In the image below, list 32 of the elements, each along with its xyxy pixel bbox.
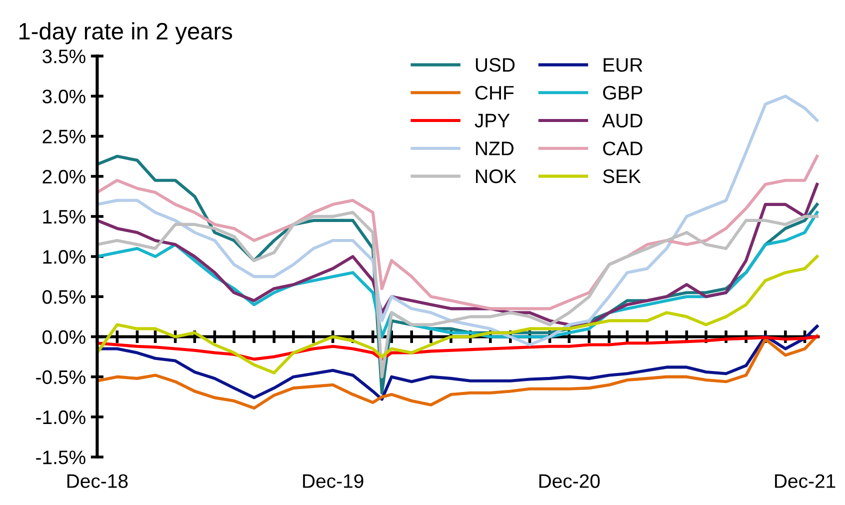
- line-series: [97, 210, 819, 378]
- line-series: [97, 154, 819, 310]
- y-tick-label: 0.0%: [42, 330, 86, 344]
- legend-label: JPY: [474, 114, 510, 128]
- legend-label: NOK: [476, 169, 516, 184]
- line-series: [97, 334, 819, 410]
- legend-label: EUR: [604, 58, 642, 72]
- y-tick-label: 2.5%: [42, 130, 86, 144]
- y-tick-label: 0.5%: [42, 290, 86, 304]
- line-series: [97, 324, 819, 401]
- line-series: [97, 335, 819, 361]
- y-tick-label: -1.0%: [36, 410, 86, 424]
- y-tick-label: 3.5%: [42, 50, 86, 64]
- y-tick-label: 2.0%: [42, 170, 86, 184]
- legend-label: NZD: [476, 142, 514, 156]
- legend-label: CAD: [603, 142, 642, 156]
- y-tick-label: 1.5%: [43, 210, 86, 224]
- legend-label: SEK: [603, 169, 641, 184]
- x-tick-label: Dec-19: [303, 474, 364, 488]
- line-series: [97, 255, 819, 374]
- y-tick-label: -0.5%: [36, 370, 86, 384]
- x-tick-label: Dec-20: [539, 474, 600, 488]
- legend-label: AUD: [602, 114, 642, 128]
- x-tick-label: Dec-21: [775, 474, 836, 488]
- legend-label: GBP: [603, 86, 642, 100]
- y-tick-label: 3.0%: [42, 90, 86, 104]
- y-tick-label: 1.0%: [43, 250, 86, 264]
- y-tick-label: -1.5%: [36, 450, 86, 464]
- x-tick-label: Dec-18: [67, 474, 128, 488]
- legend-label: CHF: [475, 86, 514, 100]
- chart-title: 1-day rate in 2 years: [20, 22, 232, 44]
- legend-label: USD: [476, 58, 515, 72]
